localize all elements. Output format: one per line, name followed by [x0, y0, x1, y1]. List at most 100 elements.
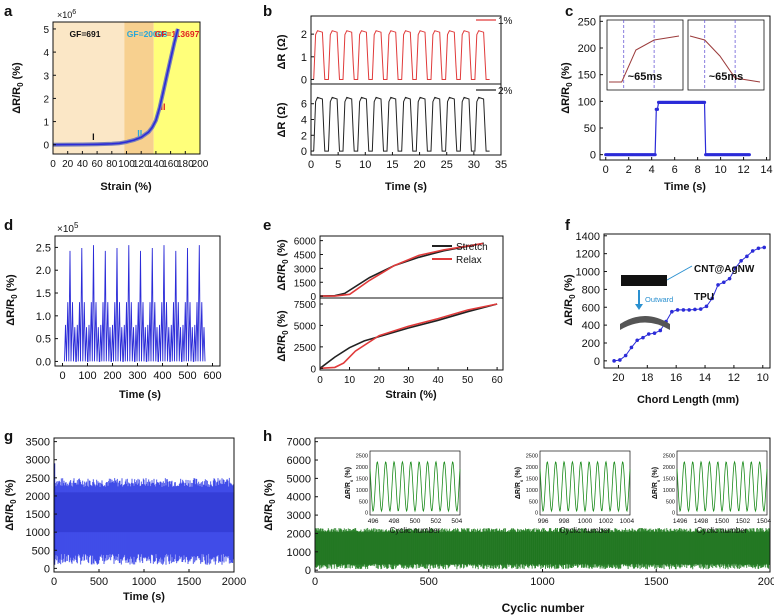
plot-frame [319, 297, 504, 371]
data-point [687, 308, 691, 312]
inset-frame [539, 450, 631, 516]
x-tick-label: 100 [78, 370, 96, 382]
y-tick-label: 4 [301, 115, 307, 127]
y-axis-label: ΔR/R0 (%) [563, 274, 577, 326]
inset-y-tick-label: 1000 [526, 488, 538, 494]
bent-film-schematic [620, 316, 670, 330]
data-point [750, 249, 755, 253]
x-tick-label: 1500 [644, 576, 668, 588]
inset-y-tick-label: 1000 [356, 488, 368, 494]
exponent-label: ×105 [57, 221, 79, 235]
x-tick-label: 20 [612, 372, 624, 384]
x-tick-label: 0 [50, 159, 56, 170]
inset-y-tick-label: 1000 [663, 488, 675, 494]
inset-y-tick-label: 2000 [663, 465, 675, 471]
inset-y-tick-label: 0 [535, 511, 538, 517]
x-tick-label: 16 [670, 372, 682, 384]
band-core [54, 492, 234, 533]
y-tick-label: 0.0 [36, 356, 51, 368]
x-axis-label: Time (s) [385, 181, 427, 193]
y-tick-label: 2 [301, 29, 307, 41]
inset-x-tick-label: 1002 [599, 518, 614, 525]
inset-y-tick-label: 2500 [526, 454, 538, 460]
x-tick-label: 30 [403, 375, 415, 386]
y-axis-label: ΔR/R0 (%) [276, 239, 290, 291]
data-point [702, 100, 707, 104]
y-tick-label: 3000 [26, 455, 50, 467]
y-tick-label: 0 [44, 563, 50, 575]
y-tick-label: 1200 [576, 249, 600, 261]
x-tick-label: 6 [672, 164, 678, 176]
gf-label: GF=20008 [127, 29, 168, 39]
schematic-label: TPU [694, 292, 714, 303]
x-tick-label: 600 [203, 370, 221, 382]
y-axis-label: ΔR (Ω) [276, 102, 288, 137]
x-tick-label: 30 [468, 159, 480, 171]
y-tick-label: 6000 [287, 455, 311, 467]
gf-label: GF=691 [70, 29, 101, 39]
y-tick-label: 0 [43, 141, 49, 152]
x-tick-label: 35 [495, 159, 507, 171]
x-tick-label: 300 [128, 370, 146, 382]
x-tick-label: 140 [148, 159, 165, 170]
y-tick-label: 0 [301, 146, 307, 158]
y-tick-label: 200 [582, 338, 600, 350]
y-tick-label: 1.5 [36, 288, 51, 300]
data-point [756, 246, 761, 251]
data-point [722, 280, 726, 285]
x-tick-label: 2000 [758, 576, 774, 588]
y-tick-label: 800 [582, 284, 600, 296]
y-tick-label: 1 [43, 118, 49, 129]
data-point [745, 254, 749, 259]
y-tick-label: 400 [582, 320, 600, 332]
x-tick-label: 4 [649, 164, 655, 176]
inset-x-tick-label: 1000 [578, 518, 593, 525]
data-point [612, 359, 616, 363]
y-tick-label: 500 [32, 545, 50, 557]
legend-label: Relax [456, 255, 482, 266]
x-tick-label: 400 [153, 370, 171, 382]
inset-y-tick-label: 2500 [663, 454, 675, 460]
inset-line [689, 35, 761, 83]
x-axis-label: Strain (%) [385, 389, 437, 401]
y-tick-label: 7500 [294, 300, 317, 311]
arrow-head [635, 304, 643, 310]
inset-y-tick-label: 0 [672, 511, 675, 517]
region-label: II [137, 129, 142, 139]
inset-x-tick-label: 502 [431, 518, 442, 525]
inset-x-tick-label: 498 [389, 518, 400, 525]
y-tick-label: 1400 [576, 231, 600, 243]
inset-x-tick-label: 500 [410, 518, 421, 525]
inset-line [676, 460, 768, 513]
y-tick-label: 2000 [26, 491, 50, 503]
panel-label: h [263, 428, 272, 445]
x-axis-label: Time (s) [119, 389, 161, 401]
y-tick-label: 1.0 [36, 311, 51, 323]
y-tick-label: 3 [43, 71, 49, 82]
x-tick-label: 20 [373, 375, 385, 386]
y-tick-label: 3000 [287, 510, 311, 522]
inset-y-tick-label: 500 [666, 499, 675, 505]
data-point [618, 358, 622, 362]
data-point [641, 335, 645, 340]
y-tick-label: 0 [301, 74, 307, 86]
x-tick-label: 10 [714, 164, 726, 176]
data-line [52, 28, 179, 146]
x-tick-label: 0 [51, 576, 57, 588]
y-tick-label: 5000 [287, 473, 311, 485]
x-tick-label: 500 [420, 576, 438, 588]
y-tick-label: 4000 [287, 492, 311, 504]
y-tick-label: 2 [301, 130, 307, 142]
data-point [653, 153, 657, 157]
x-tick-label: 10 [344, 375, 356, 386]
inset-line [539, 460, 631, 513]
legend-label: 2% [498, 86, 513, 97]
data-point [693, 307, 697, 312]
y-tick-label: 2500 [26, 473, 50, 485]
data-point [655, 107, 660, 111]
y-tick-label: 1500 [26, 509, 50, 521]
inset-x-tick-label: 1004 [620, 518, 635, 525]
inset-frame [606, 19, 684, 91]
series-line [319, 303, 498, 369]
